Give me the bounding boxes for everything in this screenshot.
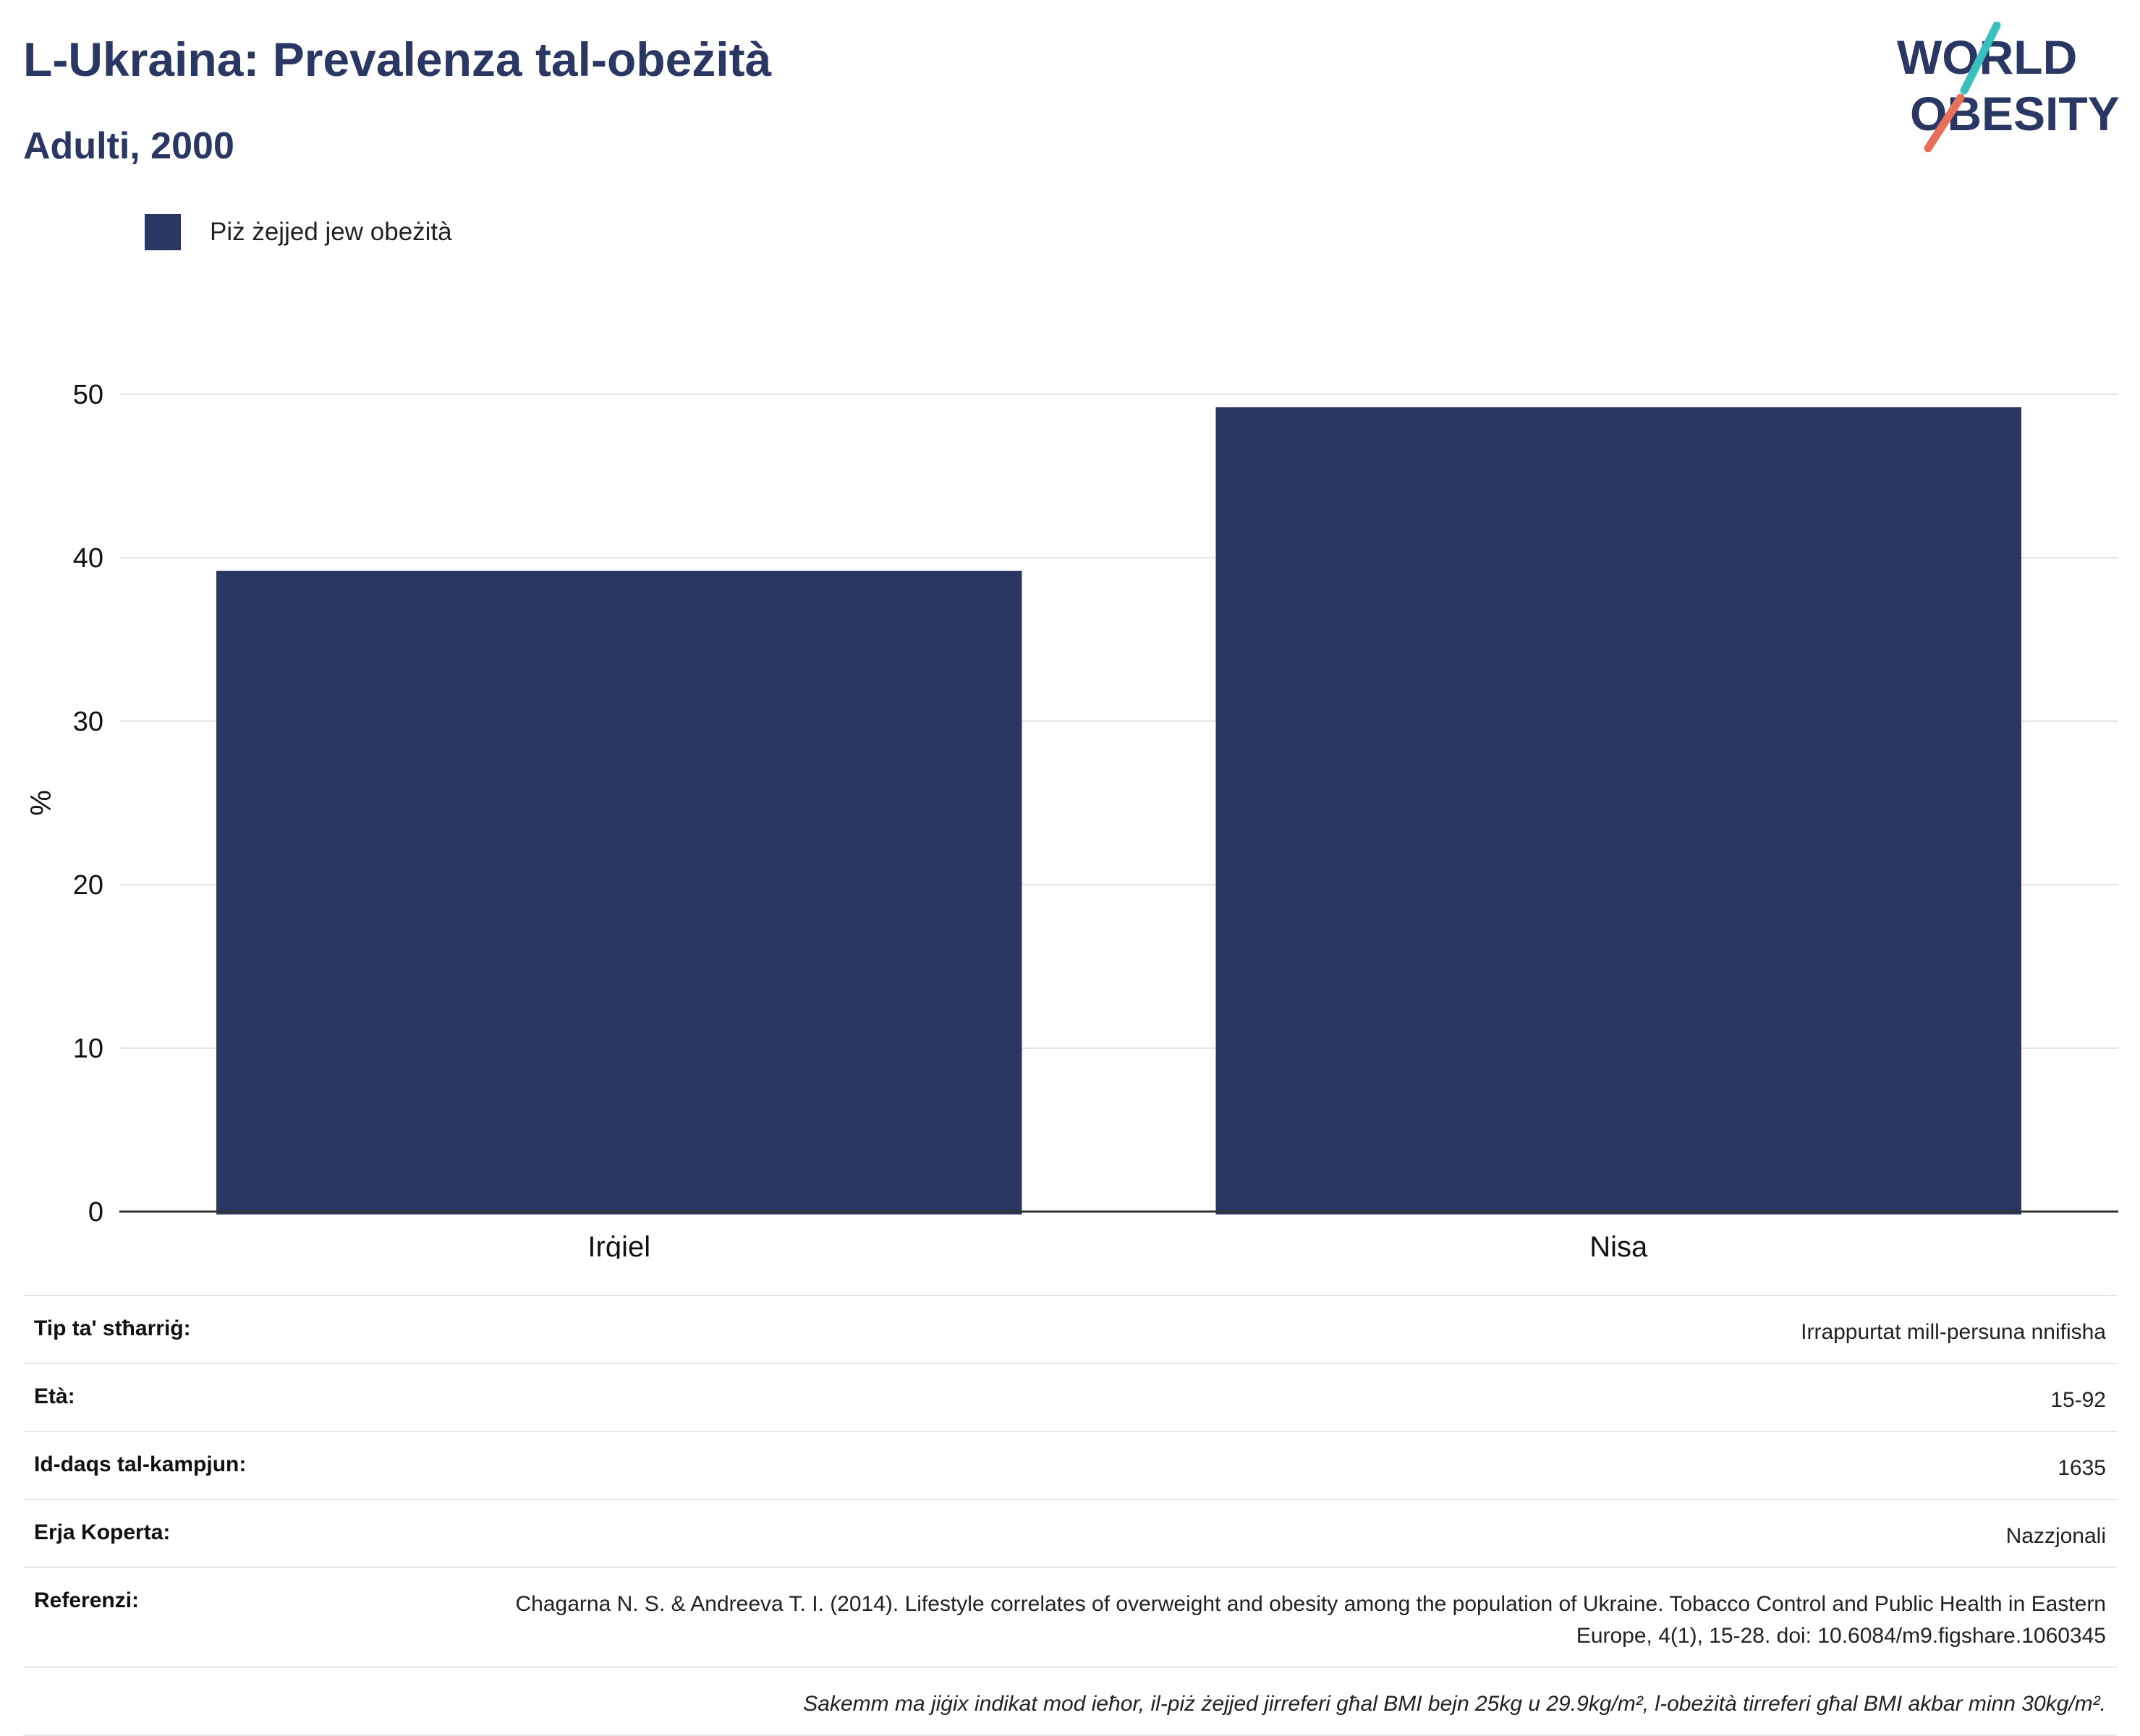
info-value: Irrappurtat mill-persuna nnifisha — [1801, 1320, 2106, 1344]
bmi-note: Sakemm ma jiġix indikat mod ieħor, il-pi… — [803, 1692, 2106, 1716]
logo-slash-coral — [1924, 93, 1965, 152]
y-tick-label: 50 — [73, 380, 103, 410]
bar-men — [216, 571, 1022, 1214]
info-value: Chagarna N. S. & Andreeva T. I. (2014). … — [515, 1592, 2107, 1648]
chart-legend: Piż żejjed jew obeżità — [145, 214, 452, 250]
info-row-references: Referenzi: Chagarna N. S. & Andreeva T. … — [23, 1568, 2117, 1668]
info-key: Età: — [34, 1384, 75, 1408]
bar-chart: 0 10 20 30 40 50 Irġiel Nisa% — [25, 380, 2118, 1259]
y-tick-label: 40 — [73, 543, 103, 574]
info-row-note: Sakemm ma jiġix indikat mod ieħor, il-pi… — [23, 1668, 2117, 1736]
info-row-age: Età: 15-92 — [23, 1364, 2117, 1432]
legend-swatch — [145, 214, 181, 250]
logo-line2: OBESITY — [1910, 87, 2120, 140]
info-row-survey-type: Tip ta' stħarriġ: Irrappurtat mill-persu… — [23, 1295, 2117, 1364]
y-tick-label: 10 — [73, 1034, 103, 1064]
info-key: Referenzi: — [34, 1588, 140, 1612]
survey-info-table: Tip ta' stħarriġ: Irrappurtat mill-persu… — [23, 1295, 2117, 1736]
y-tick-label: 20 — [73, 870, 103, 901]
info-value: 1635 — [2058, 1456, 2106, 1480]
logo-slash-teal — [1960, 22, 2001, 95]
info-row-sample-size: Id-daqs tal-kampjun: 1635 — [23, 1432, 2117, 1500]
page-title: L-Ukraina: Prevalenza tal-obeżità — [23, 33, 772, 86]
info-key: Erja Koperta: — [34, 1520, 171, 1544]
x-tick-label: Irġiel — [587, 1231, 650, 1259]
bar-women — [1215, 407, 2021, 1214]
y-axis-label: % — [25, 790, 57, 816]
page-subtitle: Adulti, 2000 — [23, 125, 234, 167]
info-key: Id-daqs tal-kampjun: — [34, 1452, 247, 1476]
info-value: 15-92 — [2050, 1388, 2106, 1412]
info-key: Tip ta' stħarriġ: — [34, 1316, 191, 1340]
y-tick-label: 0 — [88, 1197, 103, 1227]
info-row-area-covered: Erja Koperta: Nazzjonali — [23, 1500, 2117, 1568]
y-tick-label: 30 — [73, 707, 103, 737]
world-obesity-logo: WORLD OBESITY — [1897, 22, 2120, 152]
legend-label: Piż żejjed jew obeżità — [210, 218, 452, 246]
info-value: Nazzjonali — [2005, 1524, 2106, 1548]
x-tick-label: Nisa — [1589, 1231, 1648, 1259]
